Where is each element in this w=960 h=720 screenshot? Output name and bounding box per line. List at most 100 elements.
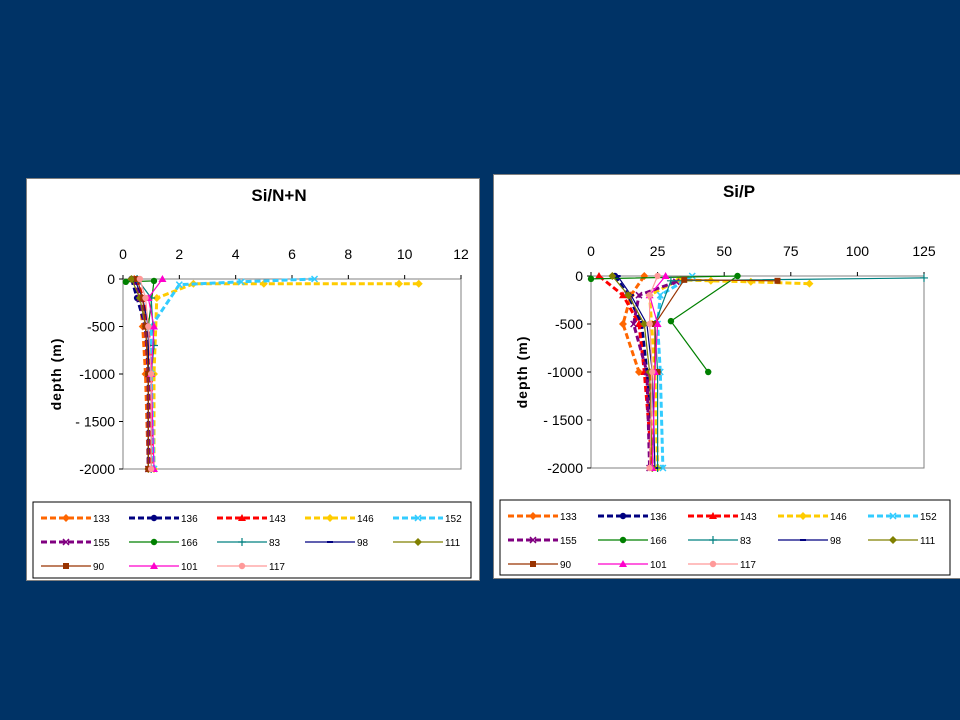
c0-data-point bbox=[237, 278, 245, 286]
c1-data-point bbox=[667, 317, 675, 325]
c0-data-point bbox=[395, 279, 404, 288]
c0-data-point bbox=[149, 322, 158, 330]
c1-data-point bbox=[774, 277, 781, 284]
legend-swatch-marker bbox=[889, 512, 897, 520]
c1-y-axis-label: depth (m) bbox=[514, 336, 530, 409]
c0-y-tick-label: 0 bbox=[107, 271, 115, 287]
legend-swatch-marker bbox=[530, 561, 536, 567]
legend-swatch-marker bbox=[150, 538, 158, 546]
legend-label: 133 bbox=[93, 514, 110, 525]
legend-label: 146 bbox=[830, 512, 847, 523]
legend-swatch-marker bbox=[62, 514, 70, 522]
legend-item-136: 136 bbox=[129, 514, 198, 525]
legend-item-166: 166 bbox=[129, 538, 198, 549]
c0-y-tick-label: -1000 bbox=[79, 366, 115, 382]
legend-item-143: 143 bbox=[688, 512, 757, 523]
legend-swatch-marker bbox=[327, 541, 333, 543]
c0-x-tick-label: 6 bbox=[288, 246, 296, 262]
legend-item-155: 155 bbox=[508, 536, 577, 547]
legend-swatch-marker bbox=[709, 512, 717, 519]
c0-data-point bbox=[122, 278, 130, 286]
c0-chart-title: Si/N+N bbox=[251, 186, 306, 205]
c0-x-tick-label: 8 bbox=[344, 246, 352, 262]
legend-item-83: 83 bbox=[688, 536, 752, 547]
c1-data-point bbox=[646, 320, 653, 328]
legend-label: 152 bbox=[445, 514, 462, 525]
legend-label: 143 bbox=[740, 512, 757, 523]
legend-item-155: 155 bbox=[41, 538, 110, 549]
legend-item-117: 117 bbox=[688, 560, 756, 571]
c0-data-point bbox=[127, 275, 136, 283]
c0-legend-box bbox=[32, 501, 472, 579]
legend-item-90: 90 bbox=[508, 560, 572, 571]
c1-data-point bbox=[594, 272, 603, 279]
c0-data-point bbox=[136, 275, 144, 283]
legend-item-152: 152 bbox=[393, 514, 462, 525]
c0-x-tick-label: 12 bbox=[453, 246, 469, 262]
c1-chart-title: Si/P bbox=[723, 182, 755, 201]
c1-data-point bbox=[614, 275, 621, 277]
legend-swatch-marker bbox=[709, 560, 717, 568]
c0-data-point bbox=[150, 277, 158, 285]
legend-label: 166 bbox=[650, 536, 667, 547]
legend-swatch-marker bbox=[414, 514, 422, 522]
c0-x-tick-label: 2 bbox=[175, 246, 183, 262]
c1-x-tick-label: 100 bbox=[846, 243, 870, 259]
c1-data-point bbox=[653, 320, 662, 327]
legend-label: 155 bbox=[560, 536, 577, 547]
c1-x-tick-label: 75 bbox=[783, 243, 799, 259]
legend-label: 155 bbox=[93, 538, 110, 549]
legend-swatch-marker bbox=[619, 536, 627, 544]
c1-data-point bbox=[688, 272, 696, 280]
c1-data-point bbox=[587, 275, 595, 283]
legend-label: 146 bbox=[357, 514, 374, 525]
c1-data-point bbox=[635, 291, 643, 299]
c1-x-tick-label: 0 bbox=[587, 243, 595, 259]
legend-label: 136 bbox=[181, 514, 198, 525]
c1-legend-box bbox=[499, 499, 951, 576]
legend-item-136: 136 bbox=[598, 512, 667, 523]
legend-item-117: 117 bbox=[217, 562, 285, 573]
c0-y-tick-label: - 1500 bbox=[75, 414, 115, 430]
c0-data-point bbox=[147, 370, 155, 378]
c0-data-point bbox=[152, 294, 161, 302]
c1-data-point bbox=[734, 272, 741, 280]
legend-label: 152 bbox=[920, 512, 937, 523]
c1-y-tick-label: -500 bbox=[555, 316, 583, 332]
c1-data-point bbox=[640, 320, 649, 328]
legend-swatch-marker bbox=[238, 562, 246, 570]
c0-data-point bbox=[142, 294, 149, 302]
c1-series-117 bbox=[646, 272, 661, 472]
c1-y-tick-label: 0 bbox=[575, 268, 583, 284]
c0-data-point bbox=[147, 465, 155, 473]
c0-data-point bbox=[149, 341, 158, 350]
legend-swatch-marker bbox=[62, 538, 70, 546]
legend-swatch-marker bbox=[800, 539, 806, 541]
c1-data-point bbox=[659, 464, 667, 472]
legend-label: 111 bbox=[920, 536, 936, 547]
legend-swatch-marker bbox=[709, 536, 717, 544]
c1-y-tick-label: -1000 bbox=[547, 364, 583, 380]
legend-item-83: 83 bbox=[217, 538, 281, 549]
chart-panel-si-n: Si/N+N 0 2 4 6 8 10 12 0 -500 -1000 - 1500 -2000 dept… bbox=[26, 178, 480, 581]
c1-data-point bbox=[649, 368, 656, 376]
c1-data-point bbox=[656, 291, 664, 299]
c1-data-point bbox=[651, 321, 658, 327]
c1-data-point bbox=[646, 464, 653, 472]
legend-swatch-marker bbox=[150, 562, 158, 569]
c1-data-point bbox=[624, 291, 633, 300]
legend-label: 166 bbox=[181, 538, 198, 549]
c1-data-point bbox=[634, 320, 643, 327]
legend-label: 143 bbox=[269, 514, 286, 525]
c1-data-point bbox=[654, 369, 661, 375]
legend-item-98: 98 bbox=[778, 536, 842, 547]
legend-item-143: 143 bbox=[217, 514, 286, 525]
legend-item-146: 146 bbox=[305, 514, 374, 525]
legend-swatch-marker bbox=[889, 536, 897, 544]
c0-data-point bbox=[158, 275, 167, 282]
c1-data-point bbox=[608, 272, 617, 280]
c0-x-tick-label: 4 bbox=[232, 246, 240, 262]
legend-swatch-marker bbox=[529, 512, 537, 520]
legend-item-166: 166 bbox=[598, 536, 667, 547]
legend-swatch-marker bbox=[619, 560, 627, 567]
